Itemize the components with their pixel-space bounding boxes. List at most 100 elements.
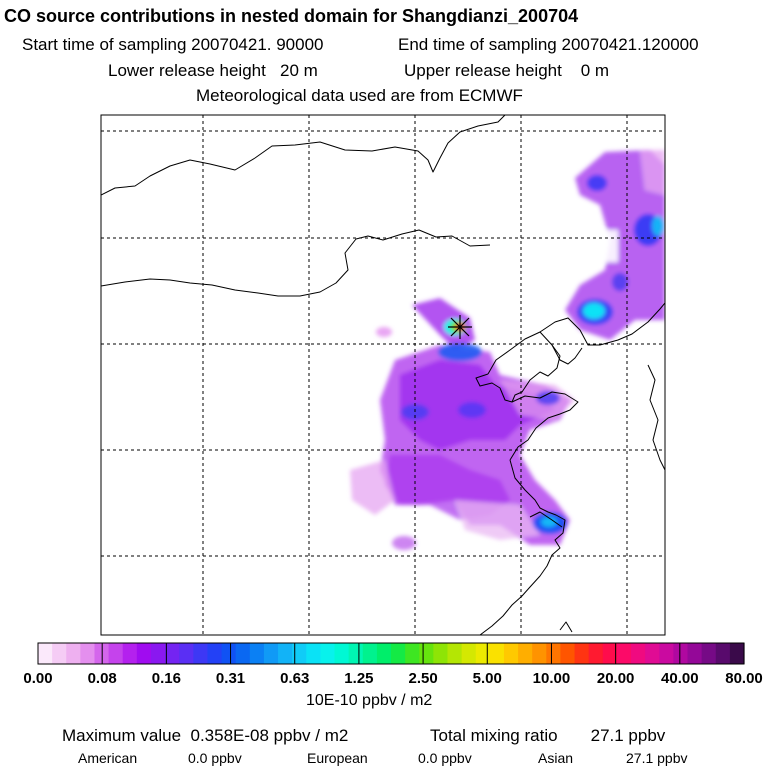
colorbar-cell	[687, 643, 703, 664]
colorbar-cell	[447, 643, 463, 664]
colorbar-tick-label: 0.00	[23, 670, 53, 687]
region-american-value: 0.0 ppbv	[188, 750, 242, 766]
colorbar-cell	[249, 643, 265, 664]
core-northeast-blue-4	[612, 273, 628, 291]
lower-height-line: Lower release height 20 m	[108, 61, 318, 81]
colorbar-cell	[405, 643, 420, 664]
lower-height-label: Lower release height	[108, 61, 266, 80]
taiwan-edge	[559, 621, 573, 633]
colorbar-cells	[38, 643, 745, 664]
northeast-coast	[539, 302, 665, 346]
colorbar-tick-label: 2.50	[408, 670, 438, 687]
plume-northeast-light	[640, 150, 665, 195]
colorbar-cell	[334, 643, 350, 664]
shandong-peninsula	[509, 391, 579, 461]
region-european-value: 0.0 ppbv	[418, 750, 472, 766]
colorbar-cell	[701, 643, 717, 664]
colorbar-tick-label: 20.00	[596, 670, 635, 687]
yangtze-estuary	[529, 511, 563, 528]
colorbar-cell	[546, 643, 562, 664]
colorbar-cell	[306, 643, 321, 664]
colorbar-cell	[729, 643, 745, 664]
colorbar-frame	[37, 642, 745, 665]
core-northeast-blue-1	[587, 175, 607, 191]
plume-small-blob-west	[376, 327, 392, 337]
colorbar-cell	[518, 643, 533, 664]
start-time-value: 20070421. 90000	[191, 35, 324, 54]
concentration-field	[350, 150, 665, 550]
upper-height-line: Upper release height 0 m	[404, 61, 609, 81]
core-northeast-cyan-2	[652, 216, 664, 236]
core-beijing-blue	[438, 343, 482, 361]
colorbar-cell	[235, 643, 251, 664]
east-china-coast	[479, 459, 566, 635]
colorbar-cell	[503, 643, 519, 664]
map-title: CO source contributions in nested domain…	[4, 6, 579, 26]
colorbar-cell	[122, 643, 138, 664]
inner-mongolia-border	[101, 229, 491, 297]
colorbar-cell	[659, 643, 674, 664]
colorbar-cell	[715, 643, 731, 664]
receptor-marker-icon	[448, 315, 472, 339]
colorbar-tick-label: 0.63	[280, 670, 310, 687]
colorbar-cell	[419, 643, 434, 664]
colorbar-cell	[461, 643, 477, 664]
mongolia-border	[101, 115, 506, 196]
colorbar-cell	[150, 643, 166, 664]
colorbar-cell	[348, 643, 364, 664]
colorbar-cell	[66, 643, 81, 664]
map-frame	[100, 114, 666, 636]
colorbar-cell	[574, 643, 590, 664]
colorbar-tick-label: 5.00	[472, 670, 502, 687]
colorbar-cell	[602, 643, 618, 664]
total-mixing-value: 27.1 ppbv	[590, 726, 666, 745]
max-value: 0.358E-08 ppbv / m2	[190, 726, 349, 745]
colorbar-cell	[320, 643, 336, 664]
colorbar-cell	[52, 643, 67, 664]
core-shanghai-cyan	[541, 517, 557, 527]
korea-coast	[647, 364, 665, 471]
colorbar-tick-label: 40.00	[661, 670, 699, 687]
end-time-value: 20070421.120000	[561, 35, 699, 54]
colorbar-cell	[560, 643, 576, 664]
total-mixing-line: Total mixing ratio 27.1 ppbv	[430, 726, 665, 746]
colorbar-cell	[278, 643, 293, 664]
liaodong-peninsula	[551, 344, 583, 365]
end-time-label: End time of sampling	[398, 35, 557, 54]
colorbar-tick-label: 0.31	[215, 670, 246, 687]
upper-height-label: Upper release height	[404, 61, 562, 80]
colorbar-tick-label: 10.00	[532, 670, 571, 687]
colorbar-cell	[475, 643, 491, 664]
plume-light-fringe-2	[455, 500, 540, 540]
colorbar-tick-label: 0.16	[151, 670, 181, 687]
region-european-name: European	[307, 750, 368, 766]
colorbar-cell	[362, 643, 378, 664]
colorbar-cell	[588, 643, 604, 664]
upper-height-value: 0 m	[580, 61, 610, 80]
coastlines-and-borders	[101, 115, 665, 635]
colorbar-cell	[207, 643, 223, 664]
core-shandong-blue	[536, 391, 560, 405]
colorbar-cell	[645, 643, 660, 664]
end-time-line: End time of sampling 20070421.120000	[398, 35, 699, 55]
plume-light-fringe	[350, 460, 395, 515]
lower-height-value: 20 m	[280, 61, 318, 80]
colorbar-cell	[532, 643, 547, 664]
colorbar-cell	[292, 643, 307, 664]
colorbar-tick-label: 1.25	[344, 670, 374, 687]
colorbar-cell	[38, 643, 53, 664]
colorbar-cell	[391, 643, 406, 664]
colorbar-cell	[631, 643, 646, 664]
core-central-blue-2	[458, 402, 486, 418]
start-time-label: Start time of sampling	[22, 35, 187, 54]
colorbar-cell	[376, 643, 392, 664]
colorbar-cell	[165, 643, 180, 664]
plume-receptor-tongue	[412, 298, 475, 350]
bohai-coast	[475, 331, 561, 403]
region-asian-value: 27.1 ppbv	[626, 750, 688, 766]
colorbar-cell	[221, 643, 237, 664]
colorbar-tick-label: 0.08	[87, 670, 117, 687]
colorbar-cell	[179, 643, 194, 664]
colorbar-cell	[489, 643, 505, 664]
